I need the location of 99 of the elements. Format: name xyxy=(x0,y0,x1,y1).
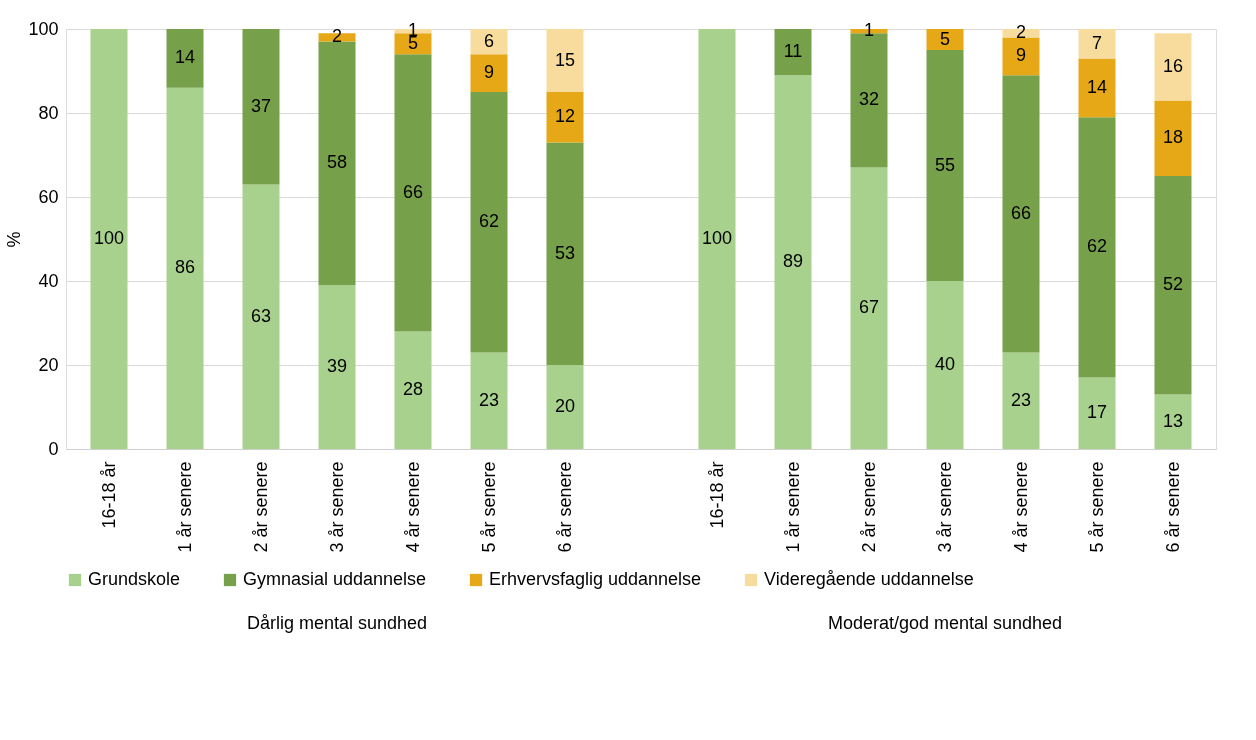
bar xyxy=(546,142,584,365)
data-label: 55 xyxy=(934,154,956,175)
bar xyxy=(1078,117,1116,378)
bar xyxy=(242,184,280,449)
bar xyxy=(166,29,204,88)
legend-label: Grundskole xyxy=(88,569,181,589)
bar xyxy=(470,54,508,92)
data-label: 89 xyxy=(782,251,804,272)
bar xyxy=(850,167,888,449)
bar xyxy=(242,29,280,185)
bar xyxy=(318,41,356,286)
x-tick-label: 3 år senere xyxy=(934,461,955,553)
bar xyxy=(1154,100,1192,176)
data-label: 62 xyxy=(478,211,500,232)
bar xyxy=(394,331,432,449)
text: Dårlig mental sundhed xyxy=(246,613,428,633)
data-label: 6 xyxy=(483,30,495,51)
x-tick-label: 5 år senere xyxy=(478,461,499,553)
data-label: 13 xyxy=(1162,410,1184,431)
data-label: 66 xyxy=(402,181,424,202)
data-label: 17 xyxy=(1086,402,1108,423)
x-tick-label: 1 år senere xyxy=(174,461,195,553)
bar xyxy=(1078,58,1116,118)
data-label: 12 xyxy=(554,106,576,127)
data-label: 37 xyxy=(250,95,272,116)
x-tick-label: 3 år senere xyxy=(326,461,347,553)
bar xyxy=(774,75,812,449)
x-tick-label: 2 år senere xyxy=(858,461,879,553)
legend-label: Videregående uddannelse xyxy=(764,569,974,589)
data-label: 2 xyxy=(1015,22,1027,43)
bar xyxy=(470,352,508,449)
y-tick-label: 100 xyxy=(28,18,59,39)
bar xyxy=(394,54,432,332)
x-tick-label: 16-18 år xyxy=(706,461,727,529)
bar xyxy=(1154,33,1192,101)
x-tick-label: 5 år senere xyxy=(1086,461,1107,553)
bar xyxy=(90,29,128,449)
bar xyxy=(166,87,204,449)
x-tick-label: 6 år senere xyxy=(1162,461,1183,553)
bar xyxy=(546,29,584,92)
bar xyxy=(926,281,964,449)
y-tick-label: 0 xyxy=(48,438,59,459)
y-tick-label: 80 xyxy=(38,102,59,123)
data-label: 16 xyxy=(1162,55,1184,76)
x-tick-label: 1 år senere xyxy=(782,461,803,553)
bar xyxy=(470,92,508,353)
x-tick-label: 4 år senere xyxy=(1010,461,1031,553)
data-label: 14 xyxy=(174,47,196,68)
data-label: 32 xyxy=(858,89,880,110)
bar xyxy=(546,92,584,143)
x-tick-label: 6 år senere xyxy=(554,461,575,553)
data-label: 52 xyxy=(1162,274,1184,295)
bar xyxy=(698,29,736,449)
data-label: 66 xyxy=(1010,202,1032,223)
data-label: 15 xyxy=(554,49,576,70)
bar xyxy=(774,29,812,76)
data-label: 18 xyxy=(1162,127,1184,148)
y-axis-title: % xyxy=(4,231,25,248)
bar xyxy=(1078,29,1116,59)
data-label: 5 xyxy=(939,28,951,49)
bar xyxy=(1154,176,1192,395)
y-tick-label: 20 xyxy=(38,354,59,375)
legend-label: Gymnasial uddannelse xyxy=(243,569,427,589)
data-label: 20 xyxy=(554,396,576,416)
data-label: 9 xyxy=(1015,45,1027,66)
data-label: 100 xyxy=(93,228,125,248)
y-tick-label: 60 xyxy=(38,186,59,207)
data-label: 58 xyxy=(326,152,348,173)
data-label: 100 xyxy=(701,228,733,248)
data-label: 86 xyxy=(174,257,196,278)
data-label: 14 xyxy=(1086,76,1108,97)
x-tick-label: 2 år senere xyxy=(250,461,271,553)
bar xyxy=(470,29,508,55)
data-label: 67 xyxy=(858,297,880,318)
data-label: 53 xyxy=(554,242,576,263)
data-label: 9 xyxy=(483,62,495,83)
y-tick-label: 40 xyxy=(38,270,59,291)
bar xyxy=(1078,377,1116,449)
bar xyxy=(1002,37,1040,76)
x-tick-label: 4 år senere xyxy=(402,461,423,553)
legend-label: Erhvervsfaglig uddannelse xyxy=(489,569,702,589)
data-label: 39 xyxy=(326,356,348,377)
data-label: 23 xyxy=(1010,389,1032,410)
data-label: 7 xyxy=(1091,32,1103,53)
data-label: 63 xyxy=(250,305,272,326)
data-label: 62 xyxy=(1086,236,1108,257)
bar xyxy=(926,29,964,50)
bar xyxy=(318,285,356,449)
data-label: 28 xyxy=(402,379,424,400)
bar xyxy=(546,365,584,449)
data-label: 40 xyxy=(934,354,956,374)
bar xyxy=(1002,352,1040,449)
bar xyxy=(926,50,964,281)
bar xyxy=(1154,394,1192,449)
data-label: 23 xyxy=(478,389,500,410)
bar xyxy=(1002,75,1040,353)
x-tick-label: 16-18 år xyxy=(98,461,119,529)
data-label: 11 xyxy=(783,41,803,62)
text: Moderat/god mental sundhed xyxy=(827,613,1063,633)
